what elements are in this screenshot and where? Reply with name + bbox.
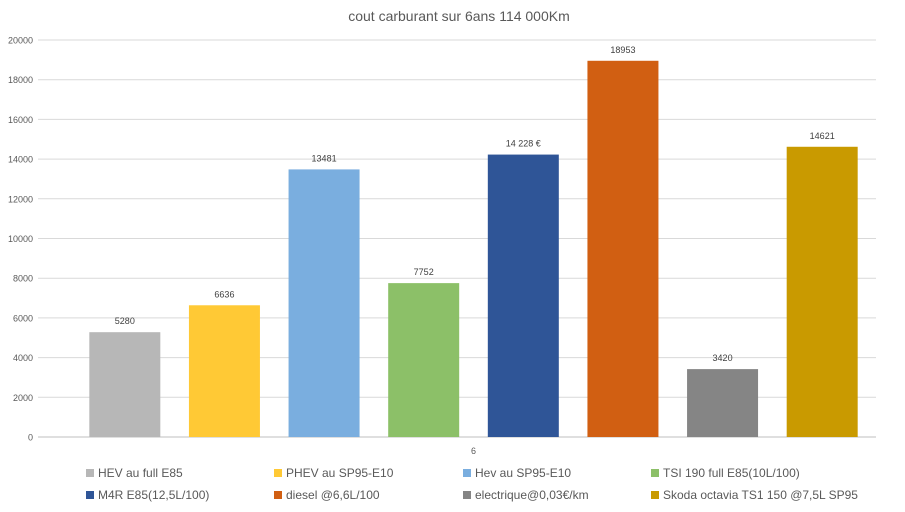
legend-swatch <box>651 469 659 477</box>
legend-label: HEV au full E85 <box>98 466 183 480</box>
y-tick-label: 16000 <box>8 115 33 125</box>
y-tick-label: 10000 <box>8 234 33 244</box>
legend-swatch <box>86 491 94 499</box>
bar <box>687 369 759 437</box>
x-axis: 6 <box>471 446 476 456</box>
data-label: 14 228 € <box>506 139 541 149</box>
legend-item: TSI 190 full E85(10L/100) <box>651 466 886 480</box>
legend-swatch <box>651 491 659 499</box>
legend-swatch <box>274 491 282 499</box>
data-label: 18953 <box>610 45 635 55</box>
legend-item: electrique@0,03€/km <box>463 488 651 502</box>
bar <box>487 154 559 437</box>
gridlines <box>38 39 876 438</box>
x-tick-label: 6 <box>471 446 476 456</box>
legend-item: HEV au full E85 <box>86 466 274 480</box>
bars <box>89 60 858 438</box>
bar <box>587 60 659 437</box>
legend-label: TSI 190 full E85(10L/100) <box>663 466 800 480</box>
y-tick-label: 20000 <box>8 36 33 46</box>
legend-label: PHEV au SP95-E10 <box>286 466 394 480</box>
bar <box>188 305 260 437</box>
y-axis: 0 2000 4000 6000 8000 10000 12000 14000 16000 180… <box>8 36 33 443</box>
legend-item: Hev au SP95-E10 <box>463 466 651 480</box>
data-labels: 5280 6636 13481 7752 14 228 € 18953 3420 14621 <box>115 45 835 363</box>
legend-swatch <box>274 469 282 477</box>
legend-swatch <box>86 469 94 477</box>
data-label: 6636 <box>214 289 234 299</box>
legend-label: Skoda octavia TS1 150 @7,5L SP95 <box>663 488 858 502</box>
bar <box>786 146 858 438</box>
y-tick-label: 0 <box>28 433 33 443</box>
legend-item: PHEV au SP95-E10 <box>274 466 463 480</box>
data-label: 13481 <box>312 153 337 163</box>
bar <box>288 169 360 437</box>
y-tick-label: 12000 <box>8 194 33 204</box>
legend-item: Skoda octavia TS1 150 @7,5L SP95 <box>651 488 886 502</box>
y-tick-label: 2000 <box>13 393 33 403</box>
y-tick-label: 14000 <box>8 155 33 165</box>
data-label: 5280 <box>115 316 135 326</box>
legend: HEV au full E85 PHEV au SP95-E10 Hev au SP… <box>86 466 886 502</box>
legend-item: M4R E85(12,5L/100) <box>86 488 274 502</box>
legend-swatch <box>463 469 471 477</box>
y-tick-label: 8000 <box>13 274 33 284</box>
data-label: 7752 <box>414 267 434 277</box>
data-label: 14621 <box>810 131 835 141</box>
bar <box>388 283 460 437</box>
legend-swatch <box>463 491 471 499</box>
legend-label: M4R E85(12,5L/100) <box>98 488 210 502</box>
chart-title: cout carburant sur 6ans 114 000Km <box>348 8 570 24</box>
bar <box>89 332 161 437</box>
legend-item: diesel @6,6L/100 <box>274 488 463 502</box>
y-tick-label: 18000 <box>8 75 33 85</box>
legend-label: electrique@0,03€/km <box>475 488 589 502</box>
y-tick-label: 6000 <box>13 313 33 323</box>
y-tick-label: 4000 <box>13 353 33 363</box>
legend-label: Hev au SP95-E10 <box>475 466 572 480</box>
legend-label: diesel @6,6L/100 <box>286 488 380 502</box>
data-label: 3420 <box>713 353 733 363</box>
